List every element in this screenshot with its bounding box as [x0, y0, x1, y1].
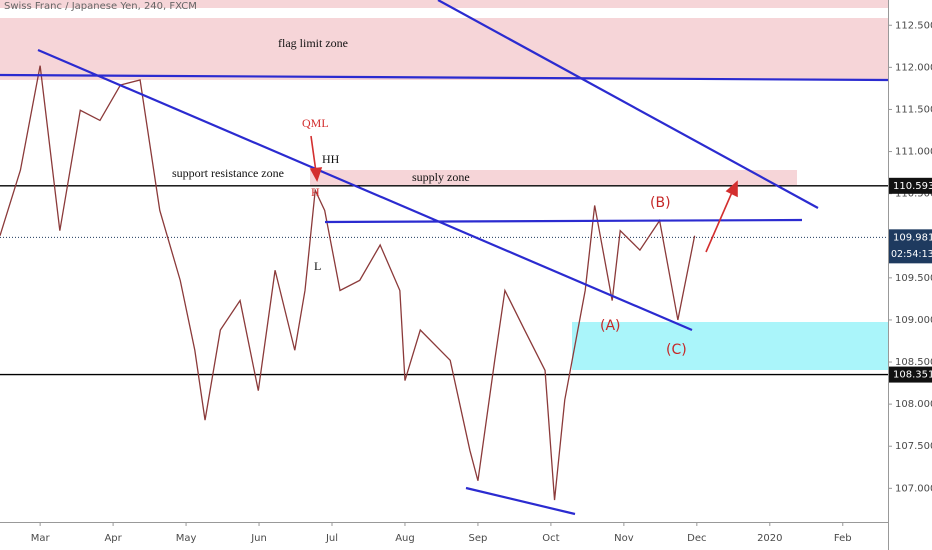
last-price-label: 109.981: [893, 232, 932, 243]
chart-title: Swiss Franc / Japanese Yen, 240, FXCM: [4, 1, 197, 12]
level-label-bg: [889, 177, 932, 194]
trendline: [465, 486, 576, 516]
level-label: 108.351: [893, 370, 932, 381]
price-line: [0, 65, 696, 501]
arrowhead: [309, 167, 323, 182]
x-tick-label: Oct: [542, 533, 559, 544]
flag-limit-zone: [0, 18, 888, 80]
y-tick-label: 108.500: [895, 357, 932, 368]
arrowhead: [725, 180, 738, 198]
x-tick-label: 2020: [757, 533, 782, 544]
trendline: [324, 218, 803, 224]
y-tick-label: 107.000: [895, 483, 932, 494]
y-tick-label: 112.000: [895, 62, 932, 73]
plot: [0, 65, 888, 501]
countdown: 02:54:13: [891, 249, 932, 260]
annotation: flag limit zone: [278, 36, 348, 50]
supply-zone: [310, 170, 797, 185]
arrow: [310, 135, 317, 173]
x-tick-label: Apr: [104, 533, 122, 544]
y-tick-label: 111.000: [895, 147, 932, 158]
arrows: [309, 135, 738, 253]
y-tick-label: 108.000: [895, 399, 932, 410]
annotation: (A): [600, 318, 621, 334]
x-tick-label: Jun: [250, 533, 267, 544]
x-tick-label: Dec: [687, 533, 706, 544]
annotation: HH: [322, 152, 340, 166]
trendlines: [0, 0, 889, 516]
x-tick-label: Mar: [31, 533, 51, 544]
x-tick-label: Sep: [468, 533, 487, 544]
level-label-bg: [889, 366, 932, 383]
annotation: L: [314, 259, 321, 273]
annotation: supply zone: [412, 170, 470, 184]
x-tick-label: Jul: [325, 533, 338, 544]
x-tick-label: Aug: [395, 533, 415, 544]
level-label: 110.593: [893, 181, 932, 192]
trendline: [37, 48, 693, 332]
x-tick-label: May: [176, 533, 197, 544]
arrow: [705, 189, 734, 253]
y-tick-label: 109.500: [895, 273, 932, 284]
annotation: (B): [650, 195, 671, 211]
axes: 107.000 107.500 108.000 108.500 109.000 109.5…: [31, 20, 932, 544]
demand-zone: [572, 322, 888, 370]
y-tick-label: 110.500: [895, 189, 932, 200]
last-price-bg: [889, 229, 932, 264]
annotation: QML: [302, 116, 329, 130]
y-tick-label: 109.000: [895, 315, 932, 326]
x-tick-label: Feb: [834, 533, 852, 544]
trendline: [437, 0, 819, 209]
annotation: support resistance zone: [172, 166, 284, 180]
trendline: [0, 73, 889, 82]
x-tick-label: Nov: [614, 533, 634, 544]
annotation: (C): [666, 342, 687, 358]
y-tick-label: 107.500: [895, 441, 932, 452]
y-tick-label: 112.500: [895, 20, 932, 31]
annotation: H: [311, 185, 320, 199]
y-tick-label: 111.500: [895, 104, 932, 115]
